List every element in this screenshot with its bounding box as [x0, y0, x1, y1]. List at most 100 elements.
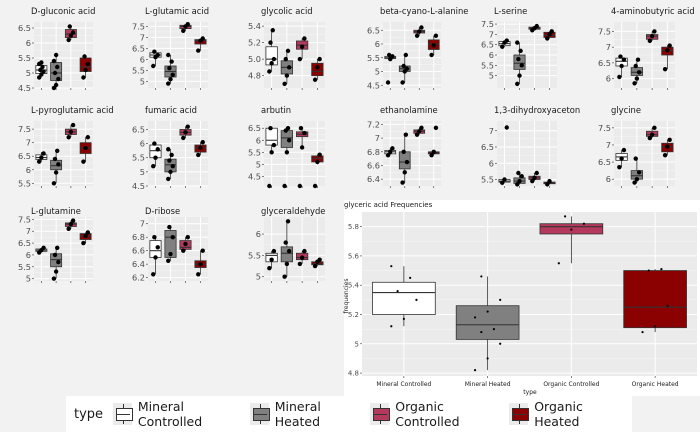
- data-point: [402, 317, 405, 320]
- data-point: [267, 266, 272, 271]
- data-point: [151, 164, 156, 169]
- data-point: [81, 240, 86, 246]
- data-point: [39, 155, 44, 160]
- data-point: [545, 36, 550, 41]
- legend: type Mineral Controlled Mineral Heated O…: [66, 396, 632, 432]
- data-point: [415, 298, 418, 301]
- box-mineral-controlled: [372, 265, 436, 378]
- data-point: [414, 33, 420, 38]
- box-mineral-controlled: [498, 125, 511, 188]
- data-point: [499, 298, 502, 301]
- data-point: [39, 60, 44, 65]
- data-point: [183, 130, 188, 135]
- y-tick-label: 4.5: [367, 80, 380, 90]
- data-point: [312, 263, 318, 269]
- y-tick-label: 5.2: [348, 311, 359, 319]
- y-tick-label: 7: [606, 42, 611, 52]
- data-point: [38, 67, 43, 73]
- panel-title: L-serine: [494, 6, 527, 16]
- box-organic-heated: [79, 135, 92, 188]
- legend-key-mineral-controlled: [113, 403, 134, 425]
- box-organic-heated: [427, 125, 440, 188]
- y-tick-label: 6: [140, 54, 145, 64]
- box-mineral-heated: [164, 52, 177, 90]
- data-point: [632, 180, 637, 185]
- y-tick-label: 6: [140, 139, 145, 149]
- data-point: [570, 228, 573, 231]
- data-point: [166, 81, 171, 86]
- data-point: [41, 245, 46, 251]
- data-point: [152, 235, 157, 240]
- box-organic-heated: [311, 56, 324, 90]
- data-point: [181, 28, 186, 33]
- legend-key-organic-controlled: [370, 403, 391, 425]
- y-tick-label: 5: [355, 340, 359, 348]
- box-mineral-heated: [50, 245, 63, 283]
- data-point: [621, 57, 627, 62]
- x-tick-label: Organic Controlled: [543, 381, 599, 388]
- data-point: [83, 67, 88, 73]
- box-mineral-heated: [164, 147, 177, 188]
- y-tick-label: 7: [140, 32, 145, 42]
- y-tick-label: 5.6: [348, 252, 360, 260]
- y-tick-label: 5.5: [481, 60, 494, 70]
- y-tick-label: 6: [375, 39, 380, 49]
- data-point: [155, 245, 160, 250]
- y-tick-label: 7: [26, 138, 31, 148]
- data-point: [385, 80, 391, 85]
- box-organic-heated: [79, 54, 92, 90]
- box-organic-controlled: [413, 25, 426, 90]
- data-point: [181, 248, 186, 253]
- data-point: [315, 159, 320, 165]
- data-point: [547, 178, 552, 184]
- panel-l-glutamic-acid: 55.566.577.5L-glutamic acid: [132, 6, 209, 90]
- y-tick-label: 6: [489, 158, 494, 168]
- data-point: [167, 158, 172, 163]
- data-point: [530, 178, 535, 184]
- data-point: [152, 141, 157, 146]
- panel-title: arbutin: [261, 105, 291, 115]
- y-tick-label: 5.5: [18, 178, 31, 188]
- data-point: [649, 132, 655, 137]
- y-tick-label: 7.5: [598, 123, 611, 133]
- y-tick-label: 4.5: [132, 181, 145, 191]
- data-point: [660, 268, 663, 271]
- data-point: [166, 52, 171, 58]
- data-point: [155, 52, 160, 58]
- data-point: [285, 48, 291, 54]
- data-point: [549, 29, 554, 34]
- data-point: [652, 125, 657, 131]
- panel-l-glutamine: 5 5.5 6 6.5 7 7.5L-glutamine: [18, 206, 93, 284]
- box-mineral-heated: [630, 156, 643, 188]
- data-point: [271, 248, 277, 254]
- data-point: [480, 275, 483, 278]
- box-organic-heated: [427, 33, 440, 90]
- y-tick-label: 5.4: [248, 21, 261, 31]
- data-point: [317, 152, 322, 157]
- data-point: [299, 44, 305, 49]
- data-point: [534, 23, 539, 29]
- box-organic-controlled: [179, 235, 192, 283]
- data-point: [51, 181, 57, 186]
- data-point: [517, 178, 522, 184]
- data-point: [68, 129, 74, 135]
- data-point: [282, 81, 287, 87]
- data-point: [417, 29, 422, 34]
- data-point: [302, 248, 307, 254]
- y-tick-label: 7: [489, 126, 494, 136]
- panel-d-gluconic-acid: 4.5 5 5.5 6 6.5D-gluconic acid: [18, 6, 95, 93]
- box-mineral-heated: [398, 52, 411, 90]
- data-point: [401, 63, 406, 69]
- data-point: [153, 155, 158, 160]
- data-point: [185, 22, 190, 27]
- box-organic-controlled: [64, 218, 77, 283]
- y-tick-label: 7: [375, 133, 380, 143]
- data-point: [185, 124, 190, 129]
- data-point: [52, 70, 58, 76]
- data-point: [652, 29, 657, 34]
- data-point: [41, 151, 46, 156]
- box-iqr: [372, 281, 436, 315]
- box-mineral-controlled: [149, 49, 162, 90]
- box-organic-controlled: [528, 23, 541, 90]
